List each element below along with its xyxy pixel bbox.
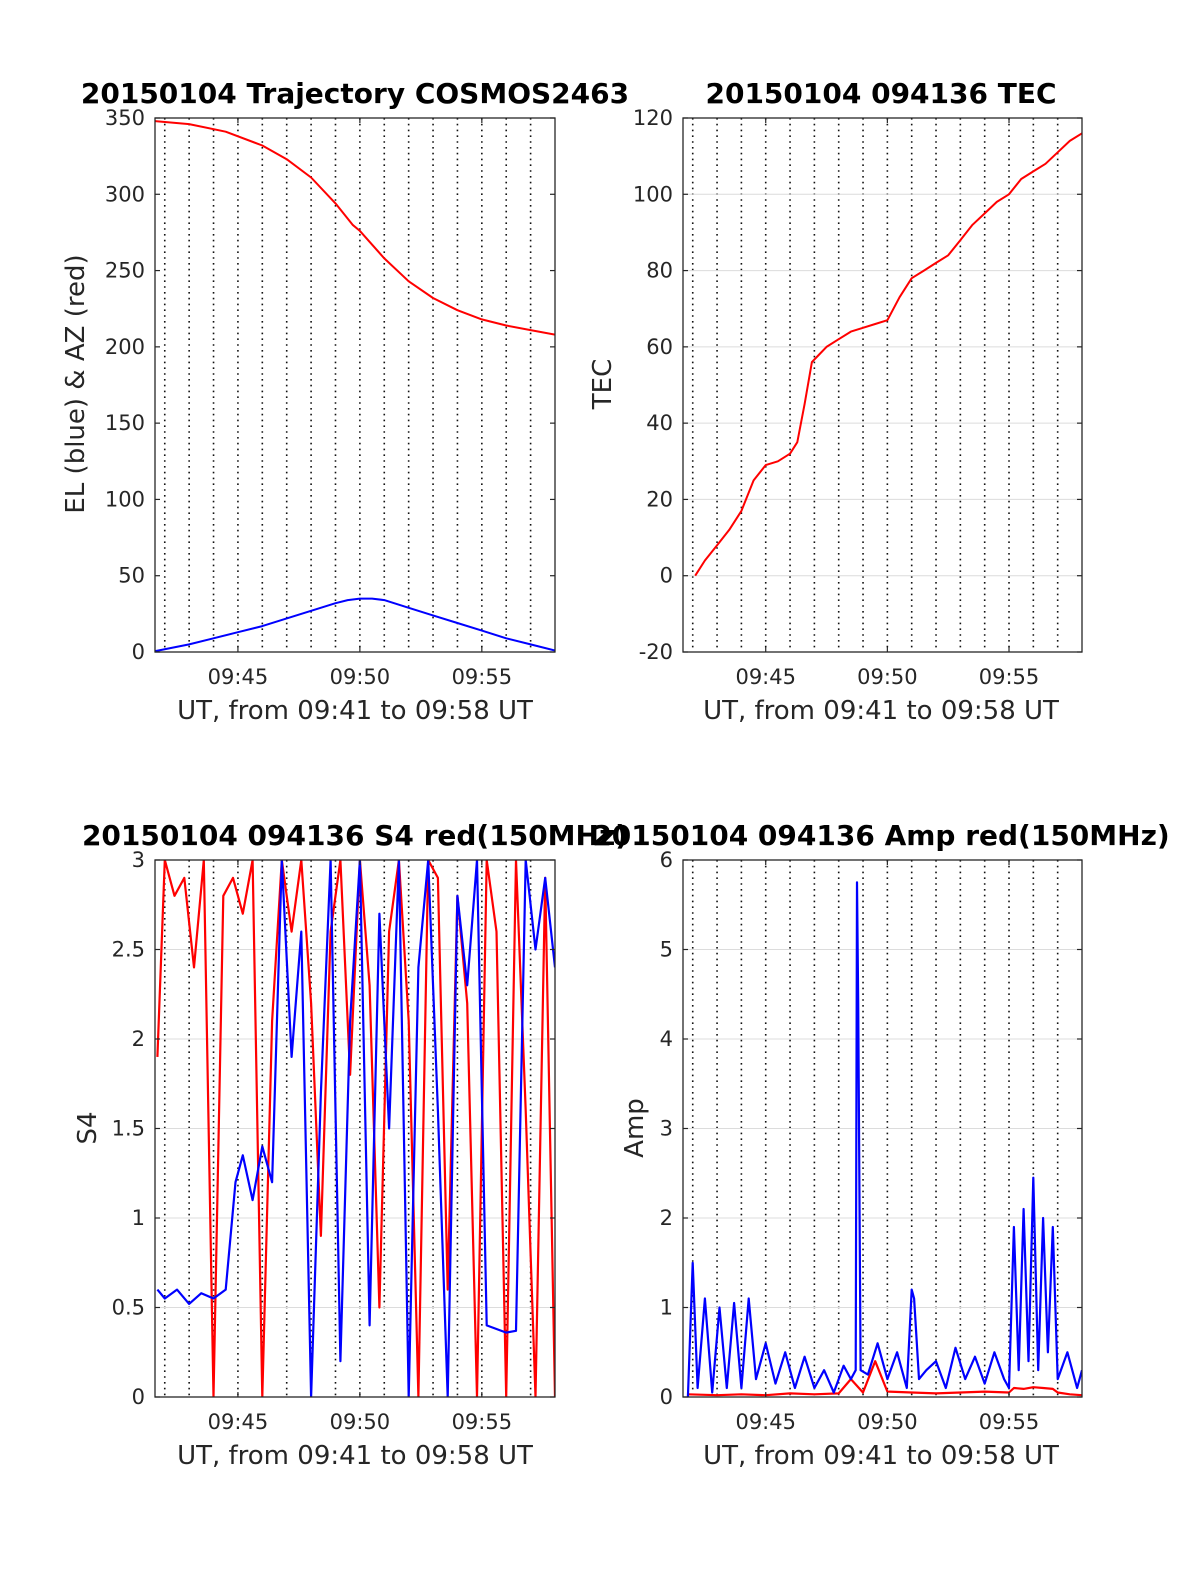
x-tick-label: 09:55 (452, 1410, 513, 1434)
y-tick-label: 200 (105, 335, 145, 359)
y-tick-label: 0 (132, 1385, 145, 1409)
x-axis-label: UT, from 09:41 to 09:58 UT (703, 696, 1059, 726)
y-tick-label: 1 (132, 1206, 145, 1230)
y-tick-label: 250 (105, 259, 145, 283)
x-tick-label: 09:50 (857, 1410, 918, 1434)
y-tick-label: 50 (118, 564, 145, 588)
y-tick-label: 2 (132, 1027, 145, 1051)
series-line-1 (156, 860, 555, 1397)
chart-2: 0 0.5 1 1.5 2 2.5 3 09:45 09:50 09:55 (112, 848, 556, 1434)
panel-amp: 20150104 094136 Amp red(150MHz) Amp UT, … (592, 819, 1169, 1471)
plot-area (683, 118, 1082, 652)
x-tick-label: 09:55 (979, 665, 1040, 689)
x-tick-label: 09:55 (452, 665, 513, 689)
y-tick-label: 1.5 (112, 1117, 145, 1141)
y-tick-label: 6 (660, 848, 673, 872)
y-tick-label: 100 (105, 487, 145, 511)
y-tick-label: 3 (660, 1117, 673, 1141)
panel-title: 20150104 Trajectory COSMOS2463 (81, 77, 629, 110)
axes-frame (682, 117, 1083, 653)
chart-1: -20 0 20 40 60 80 100 120 09:45 09:50 09:55 (633, 106, 1083, 689)
series-line-1 (155, 597, 555, 652)
series-group (694, 132, 1082, 577)
y-tick-label: 2.5 (112, 938, 145, 962)
y-tick-label: 0 (660, 564, 673, 588)
series-group (155, 120, 555, 652)
y-tick-label: 0 (132, 640, 145, 664)
y-tick-label: 350 (105, 106, 145, 130)
x-tick-label: 09:45 (735, 665, 796, 689)
chart-3: 0 1 2 3 4 5 6 09:45 09:50 09:55 (660, 848, 1083, 1434)
y-tick-label: 0 (660, 1385, 673, 1409)
series-line-0 (156, 860, 555, 1397)
series-line-0 (694, 132, 1082, 577)
y-axis-label: EL (blue) & AZ (red) (61, 254, 91, 513)
y-tick-label: 300 (105, 182, 145, 206)
x-axis-label: UT, from 09:41 to 09:58 UT (177, 1441, 533, 1471)
chart-0: 0 50 100 150 200 250 300 350 09:45 09:50 09:55 (105, 106, 556, 689)
y-tick-label: 60 (646, 335, 673, 359)
y-tick-label: 1 (660, 1296, 673, 1320)
y-tick-label: 100 (633, 182, 673, 206)
x-tick-label: 09:45 (208, 665, 269, 689)
axes-frame (154, 117, 556, 653)
series-group (686, 881, 1082, 1397)
y-tick-label: 0.5 (112, 1296, 145, 1320)
y-tick-label: 3 (132, 848, 145, 872)
panel-title: 20150104 094136 Amp red(150MHz) (592, 819, 1169, 852)
panel-tec: 20150104 094136 TEC TEC UT, from 09:41 t… (588, 77, 1059, 726)
y-tick-label: 2 (660, 1206, 673, 1230)
y-axis-label: Amp (620, 1098, 650, 1158)
y-axis-label: TEC (588, 359, 618, 410)
y-tick-label: 5 (660, 938, 673, 962)
y-axis-label: S4 (73, 1111, 103, 1144)
y-tick-label: 4 (660, 1027, 673, 1051)
series-line-1 (686, 881, 1082, 1397)
series-line-0 (155, 120, 555, 336)
y-tick-label: 120 (633, 106, 673, 130)
x-tick-label: 09:45 (208, 1410, 269, 1434)
x-tick-label: 09:45 (735, 1410, 796, 1434)
y-tick-label: -20 (639, 640, 673, 664)
y-tick-label: 150 (105, 411, 145, 435)
panel-title: 20150104 094136 TEC (705, 77, 1056, 110)
x-tick-label: 09:50 (330, 1410, 391, 1434)
x-tick-label: 09:50 (857, 665, 918, 689)
x-tick-label: 09:50 (330, 665, 391, 689)
y-tick-label: 40 (646, 411, 673, 435)
panel-trajectory: 20150104 Trajectory COSMOS2463 EL (blue)… (61, 77, 629, 726)
plot-area (155, 118, 555, 652)
x-tick-label: 09:55 (979, 1410, 1040, 1434)
panel-s4: 20150104 094136 S4 red(150MHz) S4 UT, fr… (73, 819, 628, 1471)
x-axis-label: UT, from 09:41 to 09:58 UT (703, 1441, 1059, 1471)
panel-title: 20150104 094136 S4 red(150MHz) (82, 819, 628, 852)
series-line-0 (687, 1360, 1082, 1397)
y-tick-label: 20 (646, 487, 673, 511)
x-axis-label: UT, from 09:41 to 09:58 UT (177, 696, 533, 726)
y-tick-label: 80 (646, 259, 673, 283)
series-group (156, 860, 555, 1397)
